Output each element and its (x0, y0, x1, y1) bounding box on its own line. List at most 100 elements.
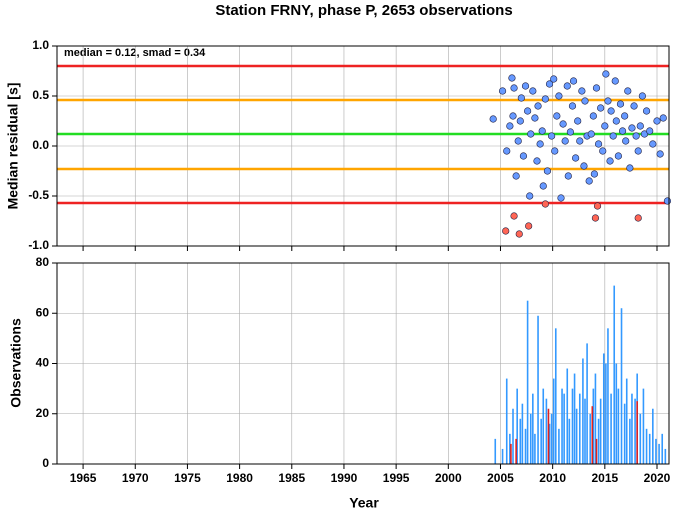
point (609, 132, 617, 140)
point (612, 117, 620, 125)
point (539, 182, 547, 190)
point (515, 230, 523, 238)
point (621, 112, 629, 120)
y-tick-label: 0.0 (32, 138, 49, 152)
bar (639, 413, 642, 464)
point (555, 92, 563, 100)
point (506, 122, 514, 130)
bar (519, 418, 522, 464)
y-tick-label: 40 (36, 356, 50, 370)
point (536, 140, 544, 148)
point (589, 112, 597, 120)
point (634, 147, 642, 155)
point (529, 87, 537, 95)
bar (599, 398, 602, 464)
point (512, 172, 520, 180)
bar (595, 438, 598, 464)
bar (552, 378, 555, 464)
point (616, 100, 625, 108)
chart-title: Station FRNY, phase P, 2653 observations (215, 2, 512, 19)
point (642, 107, 651, 115)
point (638, 92, 646, 100)
point (509, 112, 517, 120)
x-tick-label: 1990 (331, 471, 358, 485)
x-axis-label: Year (349, 495, 379, 511)
bar (545, 398, 548, 464)
bar (505, 378, 508, 464)
point (525, 222, 533, 230)
y-tick-label: 20 (36, 406, 50, 420)
point (593, 202, 602, 210)
point (517, 94, 525, 102)
bar (664, 448, 667, 464)
x-tick-label: 2005 (487, 471, 514, 485)
point (594, 140, 603, 148)
bar (516, 388, 518, 464)
point (524, 107, 532, 115)
x-tick-label: 1995 (383, 471, 410, 485)
point (607, 107, 615, 115)
point (585, 177, 593, 185)
bar (573, 373, 576, 464)
x-tick-label: 2000 (435, 471, 462, 485)
bar (547, 408, 550, 464)
point (510, 84, 518, 92)
point (526, 192, 534, 200)
y-axis-label: Observations (8, 318, 24, 408)
bar (634, 398, 636, 464)
bar (534, 433, 536, 464)
bar (568, 418, 571, 464)
x-tick-label: 2020 (644, 471, 671, 485)
point (533, 157, 541, 165)
bar (532, 393, 534, 464)
bar (591, 406, 594, 464)
y-axis-label: Median residual [s] (5, 83, 21, 210)
y-tick-label: 0 (42, 456, 49, 470)
point (510, 212, 518, 220)
bar (566, 368, 569, 464)
point (632, 132, 640, 140)
point (591, 214, 600, 222)
x-tick-label: 1970 (122, 471, 149, 485)
point (646, 127, 654, 135)
bar (592, 388, 595, 464)
y-tick-label: 80 (36, 255, 50, 269)
point (551, 147, 559, 155)
point (580, 162, 588, 170)
point (602, 70, 610, 78)
point (498, 87, 507, 95)
bar (542, 388, 545, 464)
bar (584, 398, 586, 464)
x-tick-label: 1975 (174, 471, 201, 485)
point (538, 127, 546, 135)
point (597, 104, 605, 112)
point (534, 102, 542, 110)
point (614, 152, 622, 160)
point (564, 172, 572, 180)
bar (561, 388, 563, 464)
point (649, 140, 657, 148)
point (606, 157, 614, 165)
x-tick-label: 2015 (591, 471, 618, 485)
y-tick-label: -0.5 (28, 188, 49, 202)
x-tick-label: 1965 (70, 471, 97, 485)
point (599, 147, 607, 155)
bar (658, 443, 660, 464)
bar (494, 438, 497, 464)
point (663, 197, 672, 205)
point (548, 132, 556, 140)
y-tick-label: 60 (36, 305, 50, 319)
point (550, 75, 558, 83)
point (502, 227, 510, 235)
point (489, 115, 497, 123)
point (563, 82, 571, 90)
bar (554, 328, 557, 464)
point (514, 137, 522, 145)
bar (501, 448, 504, 464)
bar (610, 393, 612, 464)
bar (526, 300, 529, 464)
bar (582, 358, 584, 464)
bar (607, 328, 609, 464)
y-tick-label: -1.0 (28, 238, 49, 252)
